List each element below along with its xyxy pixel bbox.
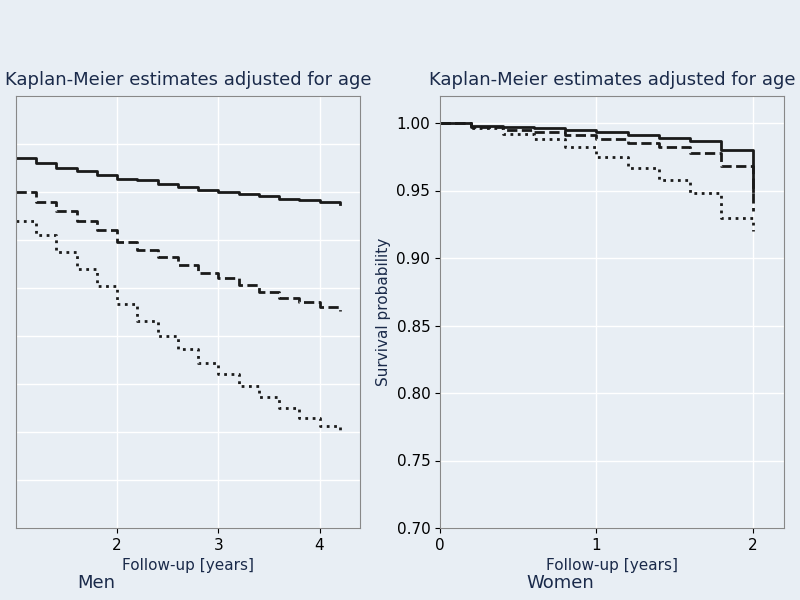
X-axis label: Follow-up [years]: Follow-up [years] — [122, 558, 254, 573]
X-axis label: Follow-up [years]: Follow-up [years] — [546, 558, 678, 573]
Text: Women: Women — [526, 574, 594, 592]
Title: Kaplan-Meier estimates adjusted for age: Kaplan-Meier estimates adjusted for age — [429, 71, 795, 89]
Text: Men: Men — [77, 574, 115, 592]
Y-axis label: Survival probability: Survival probability — [376, 238, 391, 386]
Title: Kaplan-Meier estimates adjusted for age: Kaplan-Meier estimates adjusted for age — [5, 71, 371, 89]
